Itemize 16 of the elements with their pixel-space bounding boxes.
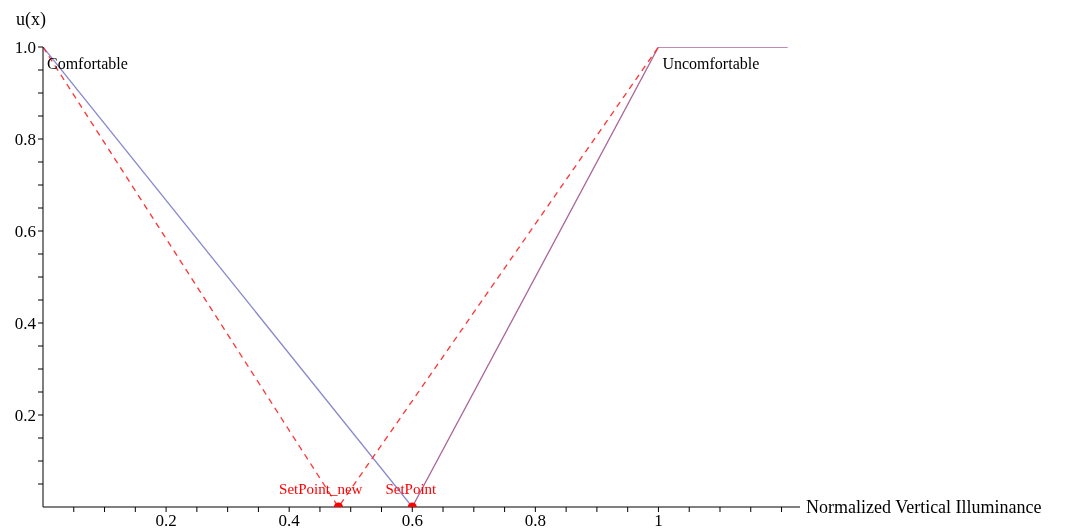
x-axis-title: Normalized Vertical Illuminance [806, 497, 1042, 517]
y-tick-label: 0.6 [14, 222, 36, 242]
y-tick-label: 0.4 [14, 314, 37, 334]
x-tick-label: 0.2 [155, 511, 177, 531]
y-tick-label: 0.8 [14, 130, 36, 150]
y-axis-title: u(x) [16, 9, 46, 30]
series-label: Uncomfortable [662, 55, 760, 72]
series-label: SetPoint_new [279, 481, 363, 498]
x-tick-label: 1 [654, 511, 663, 531]
x-tick-label: 0.8 [524, 511, 546, 531]
series-label: SetPoint [385, 481, 438, 498]
y-tick-label: 0.2 [14, 406, 36, 426]
x-tick-label: 0.4 [278, 511, 301, 531]
y-tick-label: 1.0 [14, 38, 36, 58]
x-tick-label: 0.6 [401, 511, 423, 531]
series-label: Comfortable [47, 55, 128, 72]
